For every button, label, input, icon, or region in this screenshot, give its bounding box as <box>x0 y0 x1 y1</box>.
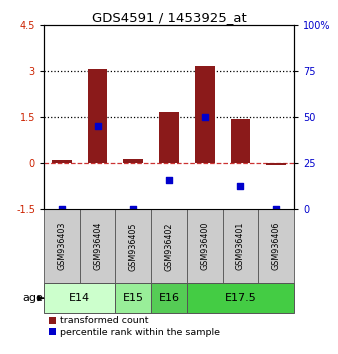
Bar <box>52 160 72 163</box>
Text: GSM936401: GSM936401 <box>236 222 245 270</box>
Legend: transformed count, percentile rank within the sample: transformed count, percentile rank withi… <box>49 316 220 337</box>
Bar <box>80 209 115 283</box>
Text: GSM936400: GSM936400 <box>200 222 209 270</box>
Bar <box>223 209 258 283</box>
Text: E16: E16 <box>159 293 179 303</box>
Bar <box>44 283 115 313</box>
Bar <box>266 163 286 165</box>
Bar <box>187 283 294 313</box>
Text: GSM936405: GSM936405 <box>129 222 138 270</box>
Point <box>202 114 208 120</box>
Bar <box>115 209 151 283</box>
Bar <box>115 283 151 313</box>
Point <box>273 206 279 212</box>
Text: E17.5: E17.5 <box>224 293 256 303</box>
Bar <box>231 119 250 163</box>
Point <box>95 124 100 129</box>
Text: E14: E14 <box>69 293 90 303</box>
Point <box>238 183 243 189</box>
Bar <box>187 209 223 283</box>
Point <box>130 206 136 212</box>
Bar <box>258 209 294 283</box>
Bar <box>159 113 179 163</box>
Text: age: age <box>22 293 43 303</box>
Bar <box>195 66 215 163</box>
Text: E15: E15 <box>123 293 144 303</box>
Point <box>59 206 65 212</box>
Bar <box>151 283 187 313</box>
Bar <box>151 209 187 283</box>
Bar <box>44 209 80 283</box>
Text: GSM936406: GSM936406 <box>272 222 281 270</box>
Text: GSM936404: GSM936404 <box>93 222 102 270</box>
Text: GSM936402: GSM936402 <box>165 222 173 270</box>
Title: GDS4591 / 1453925_at: GDS4591 / 1453925_at <box>92 11 246 24</box>
Point <box>166 177 172 183</box>
Bar <box>88 69 107 163</box>
Text: GSM936403: GSM936403 <box>57 222 66 270</box>
Bar <box>123 159 143 163</box>
